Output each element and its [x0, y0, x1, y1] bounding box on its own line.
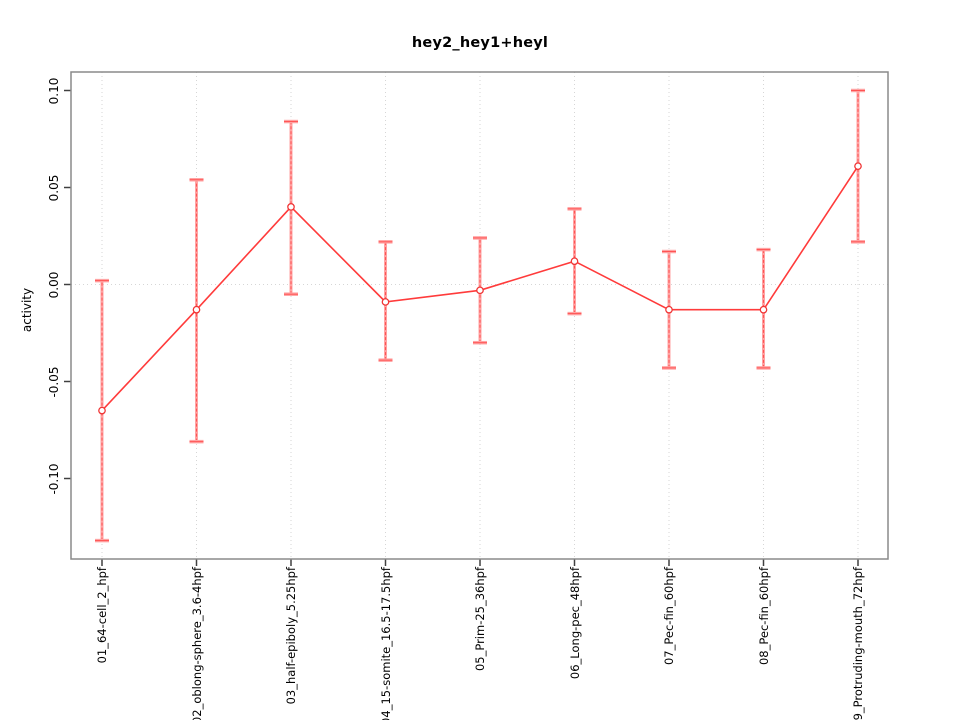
x-tick-label: 07_Pec-fin_60hpf	[662, 567, 676, 666]
plot-frame	[70, 71, 889, 560]
data-point-marker	[759, 305, 768, 314]
y-tick-label: 0.10	[47, 77, 61, 104]
data-point-marker	[854, 162, 862, 171]
y-tick-label: -0.05	[47, 365, 61, 398]
data-point-marker	[287, 203, 295, 211]
data-point-marker	[665, 305, 673, 314]
y-tick-label: -0.10	[47, 462, 61, 495]
y-tick-label: 0.00	[47, 271, 61, 298]
x-tick-label: 06_Long-pec_48hpf	[567, 567, 582, 680]
data-point-marker	[98, 406, 106, 415]
data-point-marker	[570, 257, 579, 266]
chart-title: hey2_hey1+heyl	[411, 35, 549, 51]
x-tick-label: 04_15-somite_16.5-17.5hpf	[378, 567, 393, 720]
data-point-marker	[381, 298, 390, 306]
x-tick-label: 03_half-epiboly_5.25hpf	[284, 567, 298, 705]
x-tick-label: 05_Prim-25_36hpf	[473, 567, 487, 672]
x-tick-label: 09_Protruding-mouth_72hpf	[851, 567, 865, 720]
data-point-marker	[476, 286, 484, 295]
x-tick-label: 01_64-cell_2_hpf	[95, 567, 109, 664]
x-tick-label: 02_oblong-sphere_3.6-4hpf	[189, 567, 204, 720]
y-tick-label: 0.05	[47, 174, 61, 201]
x-tick-label: 08_Pec-fin_60hpf	[756, 567, 771, 666]
data-point-marker	[192, 305, 201, 314]
